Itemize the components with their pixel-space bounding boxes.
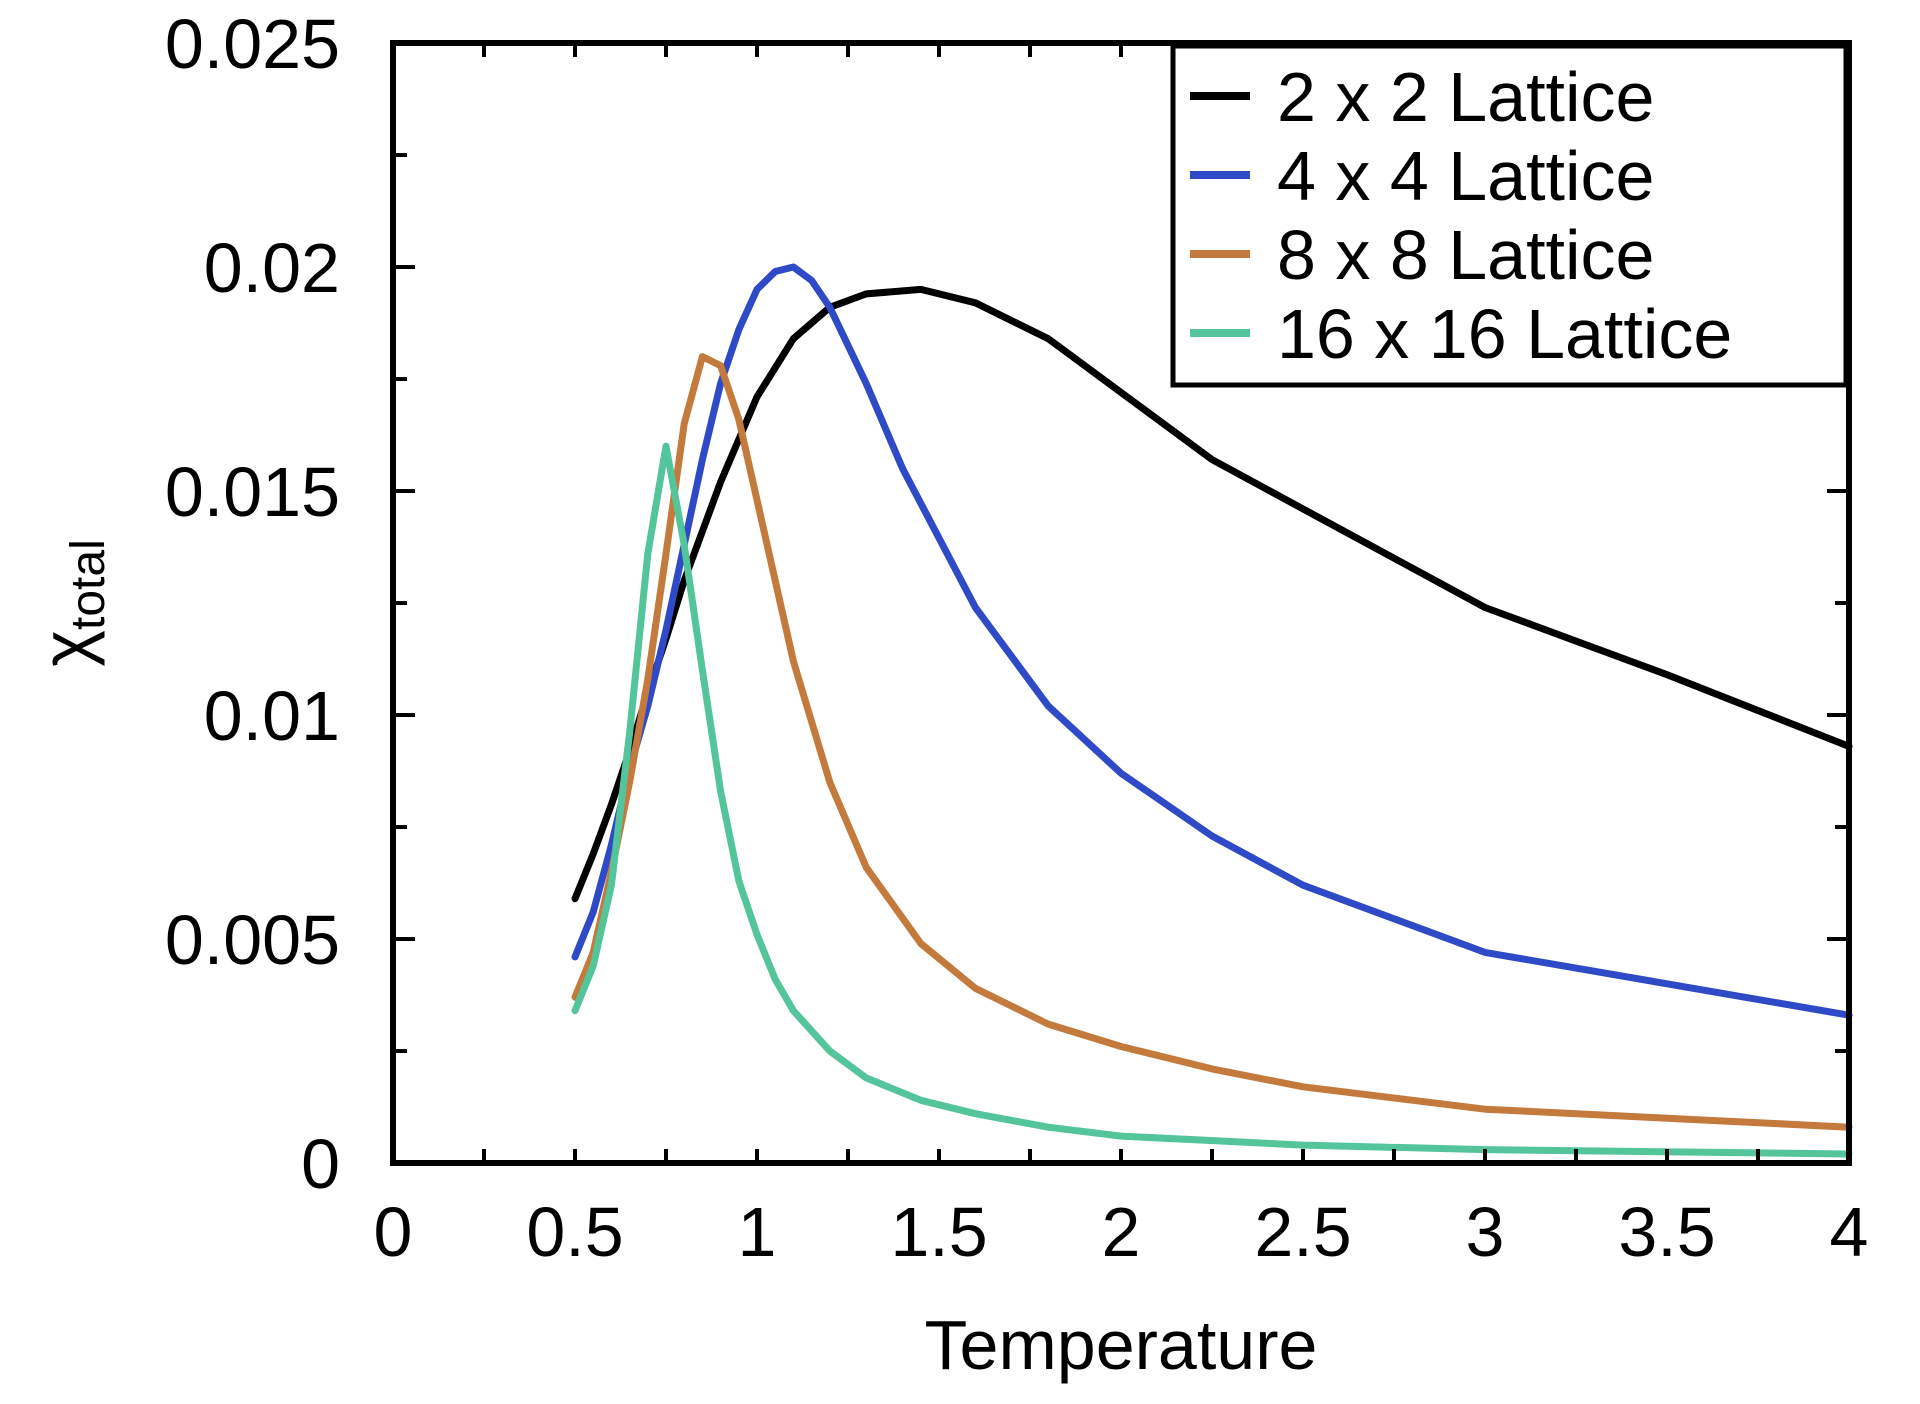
y-tick-label: 0.025 [165,5,340,83]
tick-labels: 0 0.5 1 1.5 2 2.5 3 3.5 4 0 0.005 0.01 0.015 0.02 0.02… [165,5,1869,1271]
y-tick-label: 0.01 [204,677,340,755]
axis-ticks [391,41,1851,1165]
x-tick-label: 0 [374,1193,413,1271]
series-line-2 [571,263,1853,1019]
y-tick-label: 0.015 [165,453,340,531]
x-axis-title: Temperature [925,1306,1318,1384]
x-tick-label: 3.5 [1618,1193,1715,1271]
x-tick-label: 1.5 [890,1193,987,1271]
y-tick-label: 0.02 [204,229,340,307]
legend-label: 2 x 2 Lattice [1277,58,1654,136]
y-tick-label: 0 [301,1125,340,1203]
legend-label: 8 x 8 Lattice [1277,216,1654,294]
x-tick-label: 1 [738,1193,777,1271]
y-axis-title-subscript: total [62,539,115,630]
x-tick-label: 4 [1830,1193,1869,1271]
series-line-3 [571,353,1853,1131]
y-axis-title: χtotal [27,539,115,666]
series-line-4 [571,442,1853,1158]
x-tick-label: 2 [1102,1193,1141,1271]
x-tick-label: 3 [1466,1193,1505,1271]
legend-label: 4 x 4 Lattice [1277,137,1654,215]
y-axis-title-symbol: χ [27,630,105,667]
y-tick-label: 0.005 [165,901,340,979]
x-tick-label: 2.5 [1254,1193,1351,1271]
svg-text:χtotal: χtotal [27,539,115,666]
plot-lines [571,263,1853,1158]
x-tick-label: 0.5 [526,1193,623,1271]
legend-label: 16 x 16 Lattice [1277,295,1732,373]
legend-box [1170,43,1849,388]
